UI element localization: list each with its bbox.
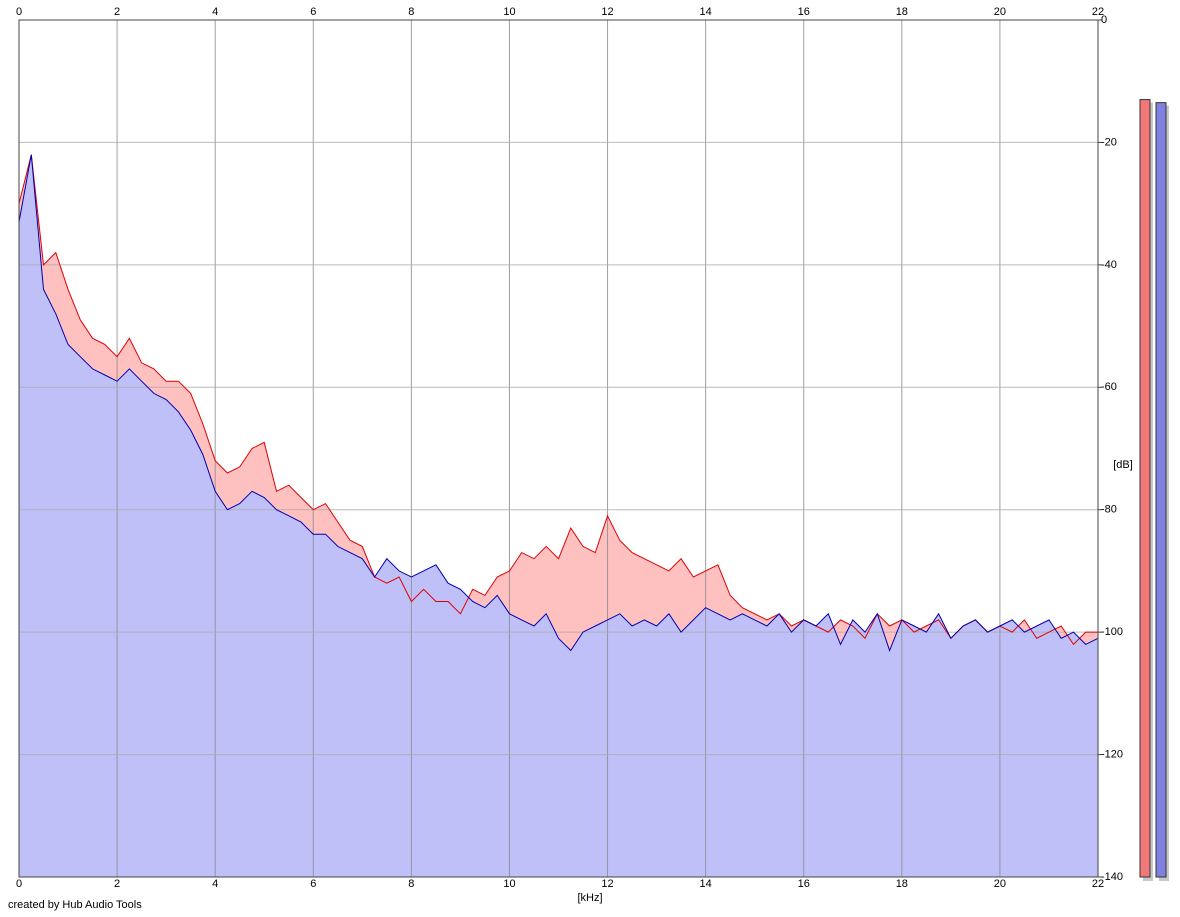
y-tick-label: -40 <box>1101 259 1117 271</box>
x-tick-label: 22 <box>1092 878 1104 890</box>
x-tick-label: 4 <box>212 878 218 890</box>
y-tick-label: -80 <box>1101 504 1117 516</box>
meter-bar <box>1155 102 1167 878</box>
x-tick-label: 12 <box>601 878 613 890</box>
x-tick-label: 14 <box>700 878 712 890</box>
x-tick-label: 10 <box>503 6 515 18</box>
x-tick-label: 6 <box>310 878 316 890</box>
x-tick-label: 20 <box>994 878 1006 890</box>
footer: created by Hub Audio Tools <box>8 899 142 911</box>
area <box>19 154 1098 877</box>
x-tick-label: 2 <box>114 6 120 18</box>
y-axis-label: [dB] <box>1113 459 1133 471</box>
meter-bar <box>1139 99 1151 878</box>
x-tick-label: 2 <box>114 878 120 890</box>
x-tick-label: 18 <box>896 6 908 18</box>
x-tick-label: 4 <box>212 6 218 18</box>
x-tick-label: 14 <box>700 6 712 18</box>
y-tick-label: -120 <box>1101 748 1123 760</box>
x-tick-label: 16 <box>798 6 810 18</box>
x-tick-label: 6 <box>310 6 316 18</box>
x-tick-label: 16 <box>798 878 810 890</box>
x-tick-label: 8 <box>408 878 414 890</box>
x-tick-label: 0 <box>16 878 22 890</box>
y-tick-label: -140 <box>1101 871 1123 883</box>
line <box>18 154 1098 646</box>
y-tick-label: -100 <box>1101 626 1123 638</box>
y-tick-label: -60 <box>1101 381 1117 393</box>
line <box>18 154 1099 652</box>
x-tick-label: 10 <box>503 878 515 890</box>
x-tick-label: 20 <box>994 6 1006 18</box>
y-tick-label: 0 <box>1101 14 1107 26</box>
x-tick-label: 18 <box>896 878 908 890</box>
x-tick-label: 12 <box>601 6 613 18</box>
x-axis-label: [kHz] <box>577 892 602 904</box>
x-tick-label: 0 <box>16 6 22 18</box>
x-tick-label: 8 <box>408 6 414 18</box>
y-tick-label: -20 <box>1101 136 1117 148</box>
x-tick-label: 22 <box>1092 6 1104 18</box>
plot-frame <box>18 19 1099 878</box>
